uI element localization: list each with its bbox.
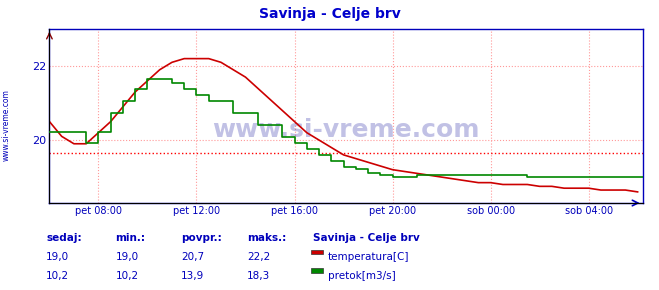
Text: 13,9: 13,9 xyxy=(181,271,204,281)
Text: pretok[m3/s]: pretok[m3/s] xyxy=(328,271,396,281)
Text: 20,7: 20,7 xyxy=(181,252,204,262)
Text: 10,2: 10,2 xyxy=(115,271,138,281)
Text: 22,2: 22,2 xyxy=(247,252,270,262)
Text: www.si-vreme.com: www.si-vreme.com xyxy=(212,118,480,142)
Text: 18,3: 18,3 xyxy=(247,271,270,281)
Text: www.si-vreme.com: www.si-vreme.com xyxy=(2,89,11,161)
Text: 19,0: 19,0 xyxy=(115,252,138,262)
Text: maks.:: maks.: xyxy=(247,233,287,243)
Text: povpr.:: povpr.: xyxy=(181,233,222,243)
Text: temperatura[C]: temperatura[C] xyxy=(328,252,410,262)
Text: Savinja - Celje brv: Savinja - Celje brv xyxy=(258,7,401,21)
Text: 10,2: 10,2 xyxy=(46,271,69,281)
Text: sedaj:: sedaj: xyxy=(46,233,82,243)
Text: min.:: min.: xyxy=(115,233,146,243)
Text: Savinja - Celje brv: Savinja - Celje brv xyxy=(313,233,420,243)
Text: 19,0: 19,0 xyxy=(46,252,69,262)
